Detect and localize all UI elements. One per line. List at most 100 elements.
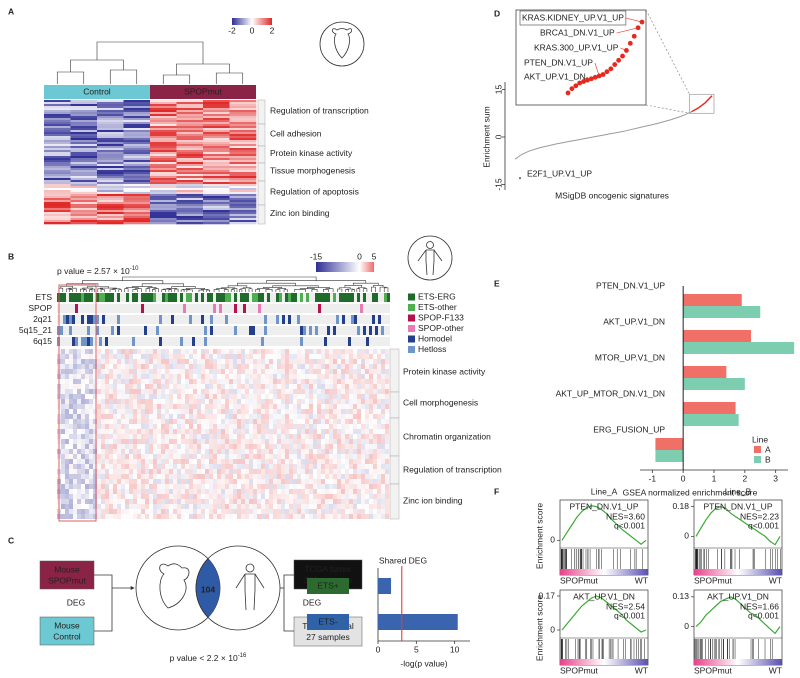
heatmap-cell [177, 494, 181, 499]
heatmap-cell [157, 494, 161, 499]
heatmap-cell [213, 379, 217, 384]
heatmap-cell [233, 404, 237, 409]
heatmap-cell [123, 222, 151, 225]
mouse-control-box-text: Mouse [54, 620, 80, 630]
heatmap-cell [217, 439, 221, 444]
heatmap-cell [301, 479, 305, 484]
heatmap-cell [105, 509, 109, 514]
heatmap-cell [113, 439, 117, 444]
heatmap-cell [70, 172, 98, 175]
heatmap-cell [44, 136, 71, 139]
heatmap-cell [333, 464, 337, 469]
heatmap-cell [353, 449, 357, 454]
heatmap-cell [173, 474, 177, 479]
heatmap-cell [365, 494, 369, 499]
heatmap-cell [237, 499, 241, 504]
heatmap-cell [385, 399, 389, 404]
group-label: Control [83, 86, 111, 96]
heatmap-cell [185, 474, 189, 479]
heatmap-cell [123, 218, 151, 221]
heatmap-cell [317, 504, 321, 509]
heatmap-cell [105, 479, 109, 484]
heatmap-cell [69, 474, 73, 479]
heatmap-cell [193, 429, 197, 434]
heatmap-cell [341, 424, 345, 429]
heatmap-cell [97, 484, 101, 489]
heatmap-cell [265, 479, 269, 484]
heatmap-cell [81, 484, 85, 489]
heatmap-cell [329, 414, 333, 419]
heatmap-cell [176, 164, 204, 167]
heatmap-cell [123, 138, 151, 141]
inset-point [612, 62, 618, 67]
heatmap-cell [285, 499, 289, 504]
heatmap-cell [229, 184, 257, 187]
heatmap-cell [203, 114, 230, 117]
heatmap-cell [353, 459, 357, 464]
heatmap-cell [65, 374, 69, 379]
heatmap-cell [121, 489, 125, 494]
heatmap-cell [381, 374, 385, 379]
heatmap-cell [229, 514, 233, 519]
heatmap-cell [121, 509, 125, 514]
heatmap-cell [121, 399, 125, 404]
heatmap-cell [217, 404, 221, 409]
heatmap-cell [70, 156, 98, 159]
heatmap-cell [269, 389, 273, 394]
heatmap-cell [173, 494, 177, 499]
heatmap-cell [385, 379, 389, 384]
heatmap-cell [70, 194, 98, 197]
heatmap-cell [381, 444, 385, 449]
annotation: KRAS.KIDNEY_UP.V1_UP [522, 12, 624, 22]
heatmap-cell [341, 459, 345, 464]
heatmap-cell [285, 404, 289, 409]
heatmap-cell [209, 439, 213, 444]
heatmap-cell [133, 389, 137, 394]
dendrogram [109, 289, 116, 292]
legend-label: SPOP-other [418, 323, 464, 333]
heatmap-cell [241, 514, 245, 519]
heatmap-cell [289, 409, 293, 414]
heatmap-cell [333, 434, 337, 439]
heatmap-cell [357, 504, 361, 509]
heatmap-cell [141, 459, 145, 464]
heatmap-cell [373, 434, 377, 439]
heatmap-cell [281, 514, 285, 519]
heatmap-cell [337, 469, 341, 474]
heatmap-cell [157, 404, 161, 409]
heatmap-cell [385, 374, 389, 379]
heatmap-cell [129, 399, 133, 404]
heatmap-cell [261, 514, 265, 519]
heatmap-cell [329, 349, 333, 354]
heatmap-cell [133, 489, 137, 494]
heatmap-cell [169, 399, 173, 404]
track-cell [306, 293, 309, 302]
heatmap-cell [150, 122, 177, 125]
heatmap-cell [123, 134, 151, 137]
heatmap-cell [377, 514, 381, 519]
heatmap-cell [205, 449, 209, 454]
heatmap-cell [123, 116, 151, 119]
dendrogram [124, 288, 129, 292]
heatmap-cell [301, 389, 305, 394]
heatmap-cell [381, 379, 385, 384]
heatmap-cell [145, 379, 149, 384]
term-label: Protein kinase activity [270, 148, 353, 158]
heatmap-cell [176, 174, 204, 177]
heatmap-cell [85, 504, 89, 509]
heatmap-cell [193, 364, 197, 369]
heatmap-cell [289, 439, 293, 444]
heatmap-cell [201, 509, 205, 514]
heatmap-cell [205, 414, 209, 419]
heatmap-cell [245, 474, 249, 479]
heatmap-cell [133, 459, 137, 464]
heatmap-cell [97, 170, 124, 173]
track-cell [228, 293, 231, 302]
track-cell [141, 304, 144, 313]
heatmap-cell [381, 439, 385, 444]
heatmap-cell [176, 170, 204, 173]
heatmap-cell [77, 349, 81, 354]
heatmap-cell [176, 108, 204, 111]
track-cell [99, 337, 102, 346]
heatmap-cell [233, 419, 237, 424]
